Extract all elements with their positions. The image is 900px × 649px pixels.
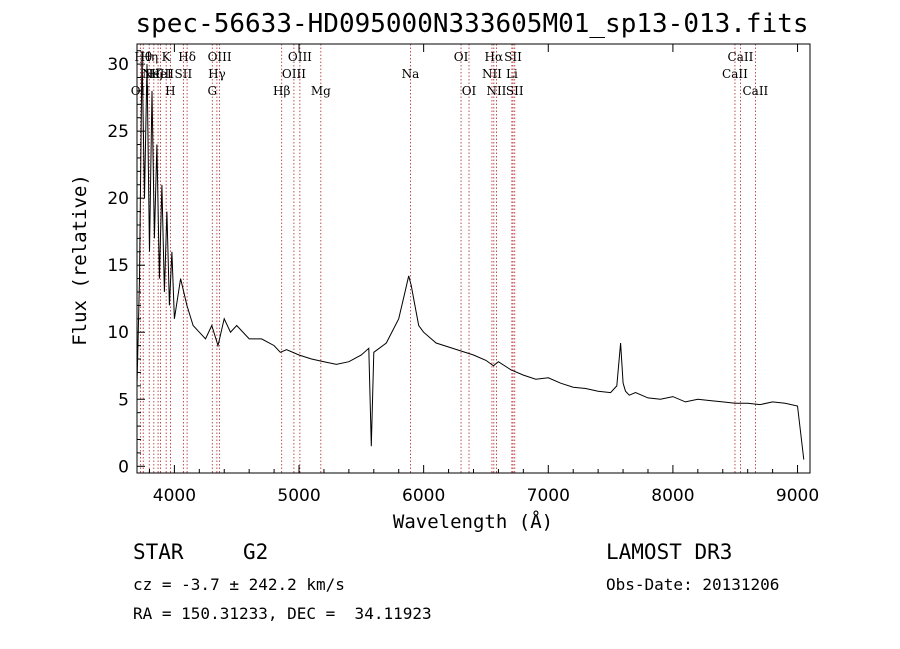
y-axis-ticks: 0 5 10 15 20 25 30 [107, 50, 145, 477]
line-label-22: NII [486, 84, 506, 98]
line-label-1: Hθ [134, 50, 152, 64]
chart-title: spec-56633-HD095000N333605M01_sp13-013.f… [135, 9, 808, 39]
line-label-13: Hβ [273, 84, 290, 98]
line-label-10: G [207, 84, 217, 98]
redshift-velocity: cz = -3.7 ± 242.2 km/s [133, 575, 345, 594]
x-tick-label-1: 5000 [277, 486, 320, 506]
x-tick-label-2: 6000 [402, 486, 445, 506]
sky-coordinates: RA = 150.31233, DEC = 34.11923 [133, 604, 432, 623]
line-label-15: OIII [288, 50, 312, 64]
line-label-17: Na [402, 67, 420, 81]
line-label-24: SII [504, 50, 522, 64]
y-tick-label-6: 30 [107, 55, 129, 75]
plot-frame [136, 43, 811, 474]
observation-date: Obs-Date: 20131206 [606, 575, 780, 594]
line-label-16: Mg [311, 84, 331, 98]
line-label-21: Hα [485, 50, 504, 64]
y-axis-label: Flux (relative) [69, 174, 91, 346]
line-label-28: CaII [742, 84, 768, 98]
y-tick-label-3: 15 [107, 256, 129, 276]
line-label-26: CaII [722, 67, 748, 81]
line-label-19: OI [462, 84, 477, 98]
line-label-8: SII [175, 67, 193, 81]
line-label-9: Hδ [178, 50, 196, 64]
line-label-23: Li [506, 67, 518, 81]
x-tick-label-3: 7000 [527, 486, 570, 506]
x-tick-label-4: 8000 [651, 486, 694, 506]
x-axis-label: Wavelength (Å) [393, 510, 553, 533]
spectrum-series-line [136, 50, 805, 460]
y-tick-label-2: 10 [107, 323, 129, 343]
line-label-14: OIII [282, 67, 306, 81]
y-tick-label-0: 0 [118, 457, 129, 477]
line-label-2: Hη [140, 50, 158, 64]
x-tick-label-5: 9000 [776, 486, 819, 506]
x-tick-label-0: 4000 [153, 486, 196, 506]
object-subclass: G2 [243, 540, 269, 564]
object-class: STAR [133, 540, 184, 564]
line-label-3: Hζ [145, 67, 162, 81]
line-label-5: HeI [149, 67, 172, 81]
line-label-12: OIII [208, 50, 232, 64]
line-label-11: Hγ [208, 67, 226, 81]
line-label-20: NII [482, 67, 502, 81]
x-axis-ticks: 4000 5000 6000 7000 8000 9000 [148, 44, 819, 506]
y-tick-label-4: 20 [107, 189, 129, 209]
line-label-18: OI [454, 50, 469, 64]
spectral-line-markers [139, 44, 756, 473]
line-label-4: NeIII [142, 67, 174, 81]
line-label-7: H [165, 84, 175, 98]
y-tick-label-1: 5 [118, 390, 129, 410]
survey-name: LAMOST DR3 [606, 540, 733, 564]
line-label-25: SII [506, 84, 524, 98]
line-label-6: K [162, 50, 172, 64]
spectral-line-labels: OIIHθHηHζNeIIIHeIKHSIIHδGHγOIIIHβOIIIOII… [131, 50, 769, 98]
y-tick-label-5: 25 [107, 122, 129, 142]
line-label-27: CaII [728, 50, 754, 64]
